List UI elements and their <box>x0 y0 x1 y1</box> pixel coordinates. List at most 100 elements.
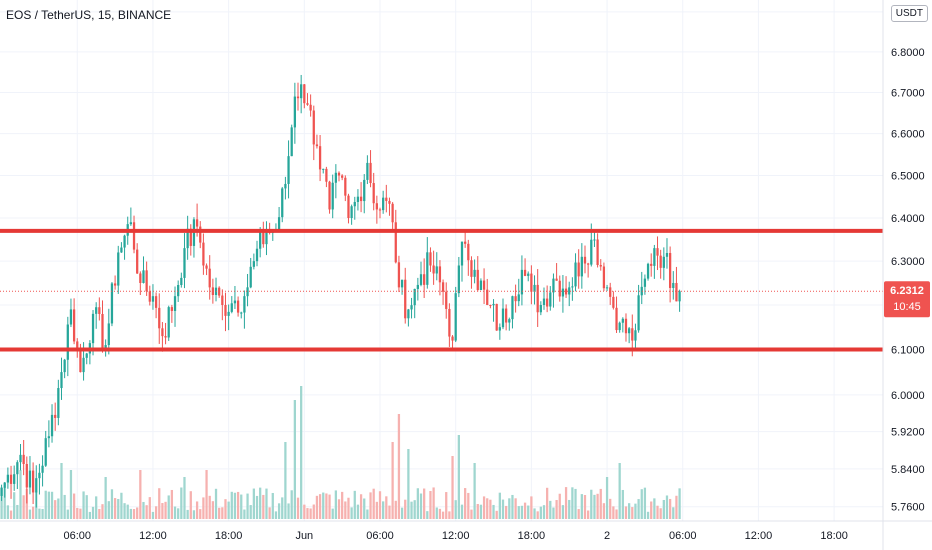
candle-up <box>293 96 296 128</box>
time-tick-label: 2 <box>604 530 610 542</box>
candle-up <box>95 307 98 314</box>
volume-bar <box>668 498 672 519</box>
volume-bar <box>533 508 536 519</box>
volume-bar <box>126 504 129 519</box>
current-price-value: 6.2312 <box>890 285 924 297</box>
candle-up <box>50 414 54 437</box>
candle-up <box>110 283 114 324</box>
candle-down <box>136 249 139 274</box>
volume-bar <box>148 497 151 519</box>
volume-bar <box>520 505 524 519</box>
symbol-title[interactable]: EOS / TetherUS, 15, BINANCE <box>6 8 172 22</box>
volume-bar <box>404 499 407 519</box>
candle-down <box>312 110 315 145</box>
volume-bar <box>296 497 300 519</box>
volume-bar <box>132 509 136 519</box>
candle-up <box>142 270 145 283</box>
volume-bar <box>678 488 681 519</box>
volume-bar <box>72 493 76 519</box>
candle-up <box>129 222 133 225</box>
candle-down <box>328 181 331 210</box>
volume-bar <box>359 494 363 519</box>
candle-down <box>145 270 148 292</box>
candle-up <box>60 372 63 389</box>
volume-bar <box>331 508 334 519</box>
volume-bar <box>95 496 98 519</box>
candle-up <box>246 287 249 297</box>
candle-up <box>353 201 356 207</box>
volume-bar <box>564 487 568 519</box>
horizontal-levels[interactable] <box>0 228 883 352</box>
volume-bar <box>189 491 192 519</box>
candle-up <box>479 280 483 290</box>
time-axis[interactable]: 06:00 12:00 18:00 Jun 06:00 12:00 18:00 2 06:00 1… <box>63 530 847 542</box>
volume-bar <box>662 499 665 519</box>
volume-bar <box>145 505 148 519</box>
volume-bar <box>580 494 583 519</box>
candle-up <box>363 179 366 202</box>
candle-down <box>315 144 319 147</box>
volume-bar <box>66 509 69 519</box>
candle-up <box>419 274 423 285</box>
candle-down <box>236 300 240 313</box>
volume-bar <box>3 487 6 519</box>
volume-bar <box>25 488 28 519</box>
candle-down <box>451 336 454 341</box>
volume-bar <box>284 442 287 519</box>
volume-bar <box>397 414 401 519</box>
volume-bar <box>60 463 63 519</box>
volume-bar <box>277 503 281 519</box>
candle-down <box>615 307 618 331</box>
candle-up <box>69 309 73 325</box>
candle-up <box>63 359 66 373</box>
candle-down <box>404 279 407 319</box>
candle-down <box>397 262 401 288</box>
candle-down <box>79 349 82 373</box>
volume-bar <box>363 498 366 519</box>
candle-up <box>227 311 230 316</box>
candle-up <box>3 482 6 488</box>
volume-bar <box>656 505 659 519</box>
candle-down <box>659 255 662 268</box>
volume-bar <box>205 470 208 519</box>
candle-up <box>82 357 85 373</box>
volume-bar <box>605 477 609 519</box>
candle-up <box>91 313 95 344</box>
candle-up <box>492 303 495 306</box>
candle-up <box>643 278 647 287</box>
candle-down <box>388 200 391 204</box>
volume-bar <box>151 511 155 519</box>
candle-down <box>72 309 76 342</box>
candle-down <box>113 283 117 286</box>
volume-bar <box>120 492 123 519</box>
volume-bar <box>318 494 322 519</box>
volume-bar <box>268 507 271 519</box>
candle-down <box>369 162 372 184</box>
candle-up <box>672 282 675 288</box>
volume-bar <box>479 504 483 519</box>
candle-down <box>189 228 192 246</box>
volume-bar <box>309 508 312 519</box>
candle-down <box>656 248 659 256</box>
candle-up <box>637 295 640 331</box>
candle-down <box>609 287 612 297</box>
volume-bar <box>54 500 57 519</box>
candle-up <box>382 197 385 211</box>
volume-bar <box>85 495 88 519</box>
volume-bar <box>236 491 240 519</box>
currency-badge[interactable]: USDT <box>890 5 928 22</box>
candle-down <box>199 226 202 243</box>
volume-bar <box>435 507 438 519</box>
volume-bar <box>618 463 621 519</box>
volume-bar <box>91 506 95 519</box>
candle-down <box>341 175 344 178</box>
time-tick-label: 12:00 <box>442 530 470 542</box>
volume-bar <box>495 510 498 519</box>
candle-up <box>621 318 624 323</box>
volume-bar <box>378 491 382 519</box>
volume-bar <box>167 495 170 519</box>
candle-up <box>117 252 120 286</box>
volume-bar <box>413 500 416 519</box>
